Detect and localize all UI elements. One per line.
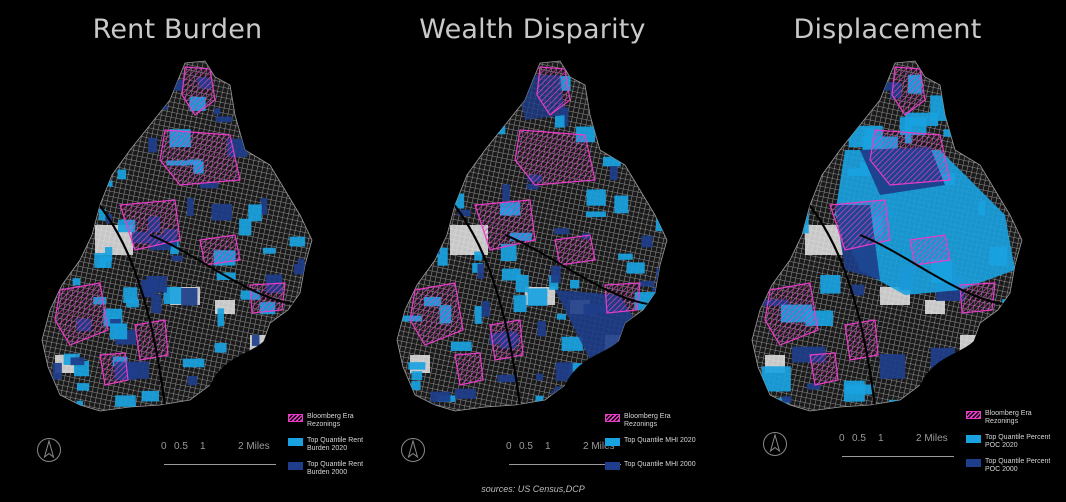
quantile-2020-swatch (288, 438, 303, 446)
scale-bar-line (842, 450, 954, 457)
panel-wealth-disparity: Wealth Disparity 0 0.5 1 2 Miles Bloombe… (355, 0, 710, 502)
scale-label-half: 0.5 (519, 441, 533, 452)
quantile-2000-swatch (966, 459, 981, 467)
scale-bar-line (164, 458, 276, 465)
scale-bar: 0 0.5 1 2 Miles (506, 441, 627, 477)
legend-item-2020: Top Quantile Rent Burden 2020 (288, 437, 380, 459)
legend-label: Top Quantile Rent Burden 2020 (307, 437, 364, 452)
legend-item-rezonings: Bloomberg Era Rezonings (605, 413, 697, 435)
scale-label-1: 1 (545, 441, 551, 452)
panel-title: Displacement (793, 14, 982, 45)
north-arrow-icon (37, 438, 61, 462)
legend-label: Bloomberg Era Rezonings (624, 413, 671, 428)
legend-item-2020: Top Quantile Percent POC 2020 (966, 434, 1058, 456)
legend-item-2020: Top Quantile MHI 2020 (605, 437, 697, 459)
rezoning-swatch (288, 414, 303, 422)
legend-label: Top Quantile MHI 2000 (624, 461, 696, 468)
legend-label: Top Quantile Rent Burden 2000 (307, 461, 364, 476)
panel-title: Rent Burden (92, 14, 263, 45)
legend-label: Top Quantile Percent POC 2000 (985, 458, 1051, 473)
quantile-2000-swatch (605, 462, 620, 470)
rezoning-swatch (966, 411, 981, 419)
scale-bar: 0 0.5 1 2 Miles (161, 441, 282, 477)
legend-item-2000: Top Quantile Percent POC 2000 (966, 458, 1058, 480)
panel-rent-burden: Rent Burden 0 0.5 1 2 Miles Bloomberg Er… (0, 0, 363, 502)
north-arrow-icon (401, 438, 425, 462)
legend-item-rezonings: Bloomberg Era Rezonings (288, 413, 380, 435)
scale-label-1: 1 (878, 433, 884, 444)
legend-label: Bloomberg Era Rezonings (307, 413, 354, 428)
scale-label-2-miles: 2 Miles (583, 441, 615, 452)
legend-label: Top Quantile MHI 2020 (624, 437, 696, 444)
brooklyn-map-wealth-disparity (396, 60, 668, 415)
source-note: sources: US Census,DCP (481, 484, 585, 494)
legend: Bloomberg Era Rezonings Top Quantile MHI… (605, 413, 697, 485)
legend-label: Top Quantile Percent POC 2020 (985, 434, 1051, 449)
quantile-2020-swatch (966, 435, 981, 443)
legend-item-rezonings: Bloomberg Era Rezonings (966, 410, 1058, 432)
legend: Bloomberg Era Rezonings Top Quantile Per… (966, 410, 1058, 482)
scale-label-0: 0 (839, 433, 845, 444)
scale-label-2-miles: 2 Miles (916, 433, 948, 444)
legend-item-2000: Top Quantile Rent Burden 2000 (288, 461, 380, 483)
scale-bar-line (509, 458, 621, 465)
legend: Bloomberg Era Rezonings Top Quantile Ren… (288, 413, 380, 485)
scale-label-1: 1 (200, 441, 206, 452)
quantile-2000-swatch (288, 462, 303, 470)
quantile-2020-swatch (605, 438, 620, 446)
scale-label-0: 0 (506, 441, 512, 452)
scale-label-0: 0 (161, 441, 167, 452)
brooklyn-map-displacement (751, 60, 1023, 415)
legend-label: Bloomberg Era Rezonings (985, 410, 1032, 425)
rezoning-swatch (605, 414, 620, 422)
scale-bar: 0 0.5 1 2 Miles (839, 433, 960, 469)
panel-displacement: Displacement 0 0.5 1 2 Miles Bloomberg E… (710, 0, 1065, 502)
legend-item-2000: Top Quantile MHI 2000 (605, 461, 697, 483)
north-arrow-icon (763, 432, 787, 456)
scale-label-half: 0.5 (852, 433, 866, 444)
brooklyn-map-rent-burden (41, 60, 313, 415)
scale-label-half: 0.5 (174, 441, 188, 452)
panel-title: Wealth Disparity (419, 14, 646, 45)
scale-label-2-miles: 2 Miles (238, 441, 270, 452)
